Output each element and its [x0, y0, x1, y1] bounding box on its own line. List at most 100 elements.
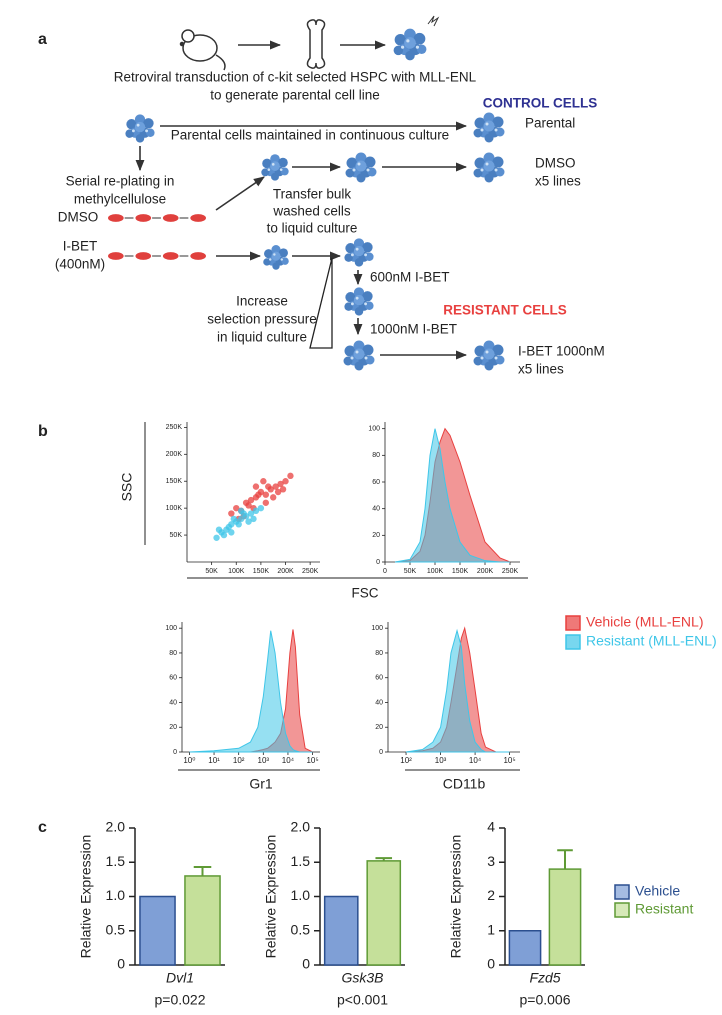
- scatter-point: [230, 515, 237, 523]
- scatter-point: [272, 483, 279, 490]
- x-tick-label: 10³: [258, 756, 270, 765]
- plate-row: [108, 251, 206, 261]
- y-tick-label: 40: [375, 699, 383, 706]
- y-tick-label: 2.0: [106, 819, 126, 835]
- bar: [323, 895, 359, 966]
- scatter-point: [262, 491, 270, 498]
- label: DMSO: [58, 210, 99, 225]
- scatter-point: [262, 499, 270, 506]
- y-axis-label: SSC: [119, 473, 135, 502]
- y-tick-label: 0: [302, 956, 310, 972]
- y-tick-label: 0.5: [291, 921, 311, 937]
- y-tick-label: 1.5: [106, 853, 126, 869]
- x-tick-label: 50K: [205, 568, 218, 575]
- histogram-area: [405, 628, 510, 753]
- label: DMSO: [535, 156, 576, 171]
- bone-icon: [306, 19, 326, 69]
- y-tick-label: 100: [165, 625, 177, 632]
- plate-row: [108, 213, 206, 223]
- legend-label: Resistant: [635, 901, 693, 917]
- y-tick-label: 60: [372, 479, 380, 486]
- cell-cluster: [263, 245, 289, 270]
- x-tick-label: 10⁴: [282, 756, 295, 765]
- scatter-point: [213, 534, 220, 541]
- y-axis-label: Relative Expression: [263, 835, 279, 959]
- y-tick-label: 0: [379, 749, 383, 756]
- error-bar: [375, 857, 393, 861]
- scatter-point: [252, 507, 260, 515]
- error-bar: [193, 866, 212, 876]
- y-tick-label: 1.0: [106, 887, 126, 903]
- pressure-wedge: [309, 257, 333, 349]
- x-tick-label: 200K: [477, 568, 494, 575]
- x-tick-label: 10⁵: [306, 756, 318, 765]
- legend-swatch: [565, 615, 581, 631]
- y-tick-label: 50K: [170, 532, 183, 539]
- scatter-point: [220, 531, 228, 539]
- step-label: Parental cells maintained in continuous …: [171, 128, 449, 143]
- x-tick-label: 10²: [233, 756, 245, 765]
- bar: [366, 860, 402, 966]
- x-tick-label: 0: [383, 568, 387, 575]
- label: selection pressure: [207, 312, 317, 327]
- x-tick-label: 100K: [427, 568, 444, 575]
- legend-swatch: [614, 902, 630, 918]
- y-tick-label: 1.5: [291, 853, 311, 869]
- x-tick-label: 10⁴: [469, 756, 482, 765]
- y-tick-label: 100K: [166, 505, 183, 512]
- y-tick-label: 0: [376, 559, 380, 566]
- y-tick-label: 60: [375, 675, 383, 682]
- panel-label: c: [38, 819, 47, 836]
- legend-swatch: [614, 884, 630, 900]
- label: Parental: [525, 116, 575, 131]
- x-axis-label: Dvl1: [166, 970, 194, 986]
- legend-swatch: [565, 634, 581, 650]
- y-tick-label: 0: [117, 956, 125, 972]
- x-tick-label: 250K: [302, 568, 319, 575]
- scatter-point: [270, 494, 277, 501]
- y-tick-label: 80: [169, 650, 177, 657]
- label: in liquid culture: [217, 330, 307, 345]
- y-tick-label: 20: [372, 532, 380, 539]
- x-tick-label: 10²: [400, 756, 412, 765]
- x-tick-label: 100K: [228, 568, 245, 575]
- scatter-point: [225, 523, 233, 531]
- label: x5 lines: [535, 174, 581, 189]
- y-tick-label: 4: [487, 819, 495, 835]
- x-tick-label: 50K: [404, 568, 417, 575]
- label: I-BET: [63, 239, 98, 254]
- scatter-point: [235, 521, 242, 528]
- y-tick-label: 100: [371, 625, 383, 632]
- y-axis-label: Relative Expression: [448, 835, 464, 959]
- x-tick-label: 10¹: [208, 756, 220, 765]
- arrow: [215, 176, 265, 211]
- x-tick-label: 250K: [502, 568, 519, 575]
- panel-label: b: [38, 423, 48, 440]
- label: I-BET 1000nM: [518, 344, 605, 359]
- y-tick-label: 0: [173, 749, 177, 756]
- scatter-point: [260, 478, 267, 485]
- y-tick-label: 100: [368, 426, 380, 433]
- panel-label: a: [38, 31, 47, 48]
- cell-cluster: [473, 152, 505, 183]
- x-axis-label: Fzd5: [529, 970, 560, 986]
- bar: [508, 930, 542, 966]
- x-tick-label: 200K: [277, 568, 294, 575]
- cell-cluster: [125, 114, 155, 143]
- y-tick-label: 0.5: [106, 921, 126, 937]
- scatter-point: [247, 510, 255, 517]
- label: x5 lines: [518, 362, 564, 377]
- legend-label: Resistant (MLL-ENL): [586, 633, 717, 649]
- scatter-point: [257, 504, 265, 512]
- histogram-area: [189, 629, 313, 753]
- y-tick-label: 40: [372, 506, 380, 513]
- x-tick-label: 150K: [253, 568, 270, 575]
- cell-cluster: [343, 340, 375, 371]
- x-tick-label: 10⁵: [503, 756, 515, 765]
- x-axis-label: Gsk3B: [341, 970, 383, 986]
- label: (400nM): [55, 257, 105, 272]
- cell-cluster: [344, 287, 374, 316]
- y-tick-label: 2.0: [291, 819, 311, 835]
- heading: RESISTANT CELLS: [443, 303, 567, 318]
- scatter-point: [247, 496, 255, 504]
